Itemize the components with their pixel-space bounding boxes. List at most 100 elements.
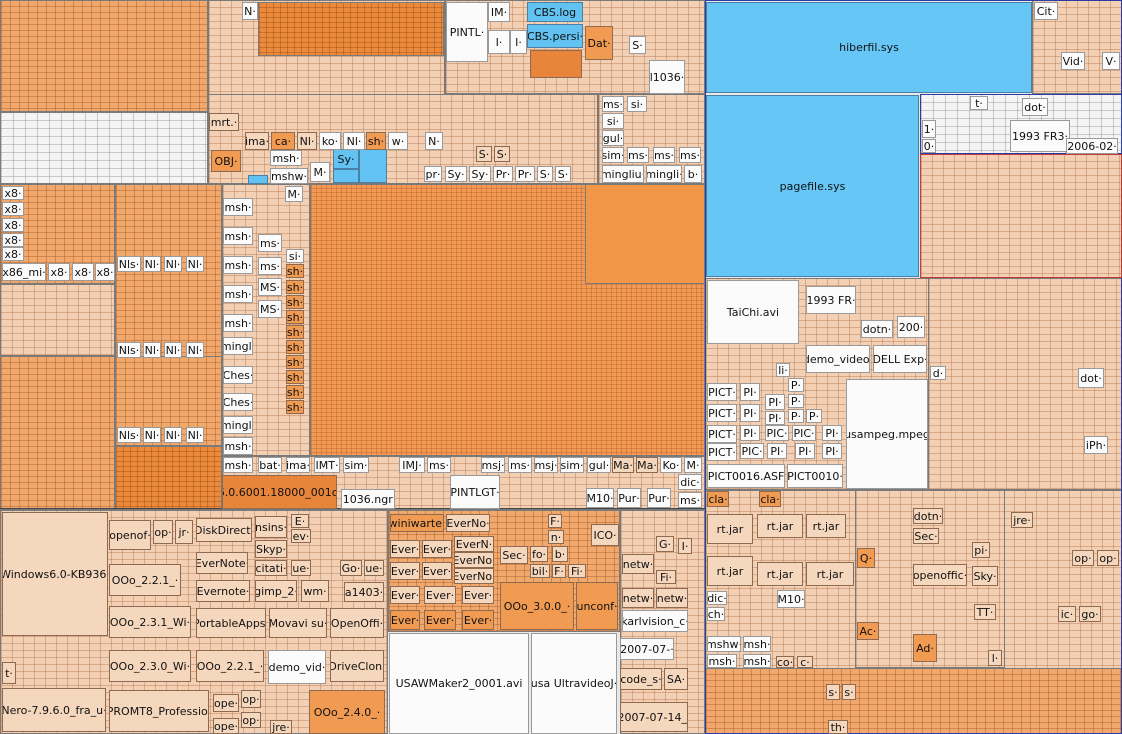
file-l1036[interactable]: l1036· — [649, 60, 685, 94]
file-m3[interactable]: M· — [684, 457, 702, 473]
file-sec1[interactable]: Sec· — [500, 546, 528, 564]
file-sh2[interactable]: sh· — [286, 264, 304, 278]
folder-block-java-low[interactable] — [705, 668, 1122, 734]
file-openof1[interactable]: openof· — [109, 520, 151, 550]
file-ooo221a[interactable]: OOo_2.2.1_· — [109, 564, 181, 596]
file-i3[interactable]: I· — [678, 538, 692, 554]
file-ooo240[interactable]: OOo_2.4.0_· — [309, 690, 385, 734]
file-m10a[interactable]: M10· — [586, 488, 614, 508]
file-blue-small-2[interactable] — [333, 169, 359, 183]
file-dat[interactable]: Dat· — [585, 26, 613, 60]
file-2007-07-14[interactable]: 2007-07-14_· — [620, 702, 688, 732]
file-ever1[interactable]: Ever· — [390, 540, 420, 558]
file-si1[interactable]: si· — [627, 96, 647, 112]
file-gul2[interactable]: gul· — [587, 457, 611, 473]
file-blue-small-1[interactable] — [359, 149, 387, 183]
file-vid[interactable]: Vid· — [1061, 52, 1085, 70]
file-go2[interactable]: go· — [1079, 606, 1101, 622]
file-sky[interactable]: Sky· — [972, 566, 998, 586]
file-f2[interactable]: F· — [552, 564, 566, 578]
file-msh6[interactable]: msh· — [223, 314, 253, 332]
file-msh9[interactable]: msh· — [743, 636, 771, 652]
file-pr1[interactable]: pr· — [424, 166, 442, 182]
file-winiwarte[interactable]: winiwarte· — [390, 514, 444, 532]
file-nl6[interactable]: Nl· — [143, 342, 161, 358]
file-pi8[interactable]: PI· — [795, 443, 815, 459]
file-dell-exp[interactable]: DELL Exp· — [873, 345, 927, 373]
file-op2[interactable]: op· — [241, 690, 261, 708]
file-msh3[interactable]: msh· — [223, 227, 253, 245]
file-movavi[interactable]: Movavi su· — [269, 608, 327, 638]
file-b1[interactable]: b· — [684, 165, 702, 183]
file-netw1[interactable]: netw· — [622, 554, 654, 574]
file-sh4[interactable]: sh· — [286, 295, 304, 309]
file-ms5[interactable]: ms· — [258, 234, 282, 252]
folder-block-white-left[interactable] — [0, 112, 208, 184]
file-x8g[interactable]: x8· — [72, 263, 94, 281]
file-everno3[interactable]: EverNo· — [454, 568, 494, 584]
file-driveclon[interactable]: DriveClon· — [330, 650, 384, 682]
file-ooo231[interactable]: OOo_2.3.1_Wi· — [109, 606, 191, 638]
file-sh8[interactable]: sh· — [286, 355, 304, 369]
file-x8a[interactable]: x8· — [2, 186, 24, 200]
file-x8b[interactable]: x8· — [2, 202, 24, 216]
file-mshw2[interactable]: mshw· — [707, 636, 741, 652]
file-go1[interactable]: Go· — [340, 560, 362, 576]
file-jre2[interactable]: jre· — [1011, 512, 1033, 528]
file-si3[interactable]: si· — [286, 249, 304, 263]
file-v[interactable]: V· — [1102, 52, 1120, 70]
file-one[interactable]: 1· — [922, 120, 936, 138]
file-pict3[interactable]: PICT· — [707, 425, 737, 443]
file-unconf[interactable]: unconf· — [576, 582, 618, 630]
file-ever6[interactable]: Ever· — [424, 586, 456, 604]
file-evernote1[interactable]: EverNote· — [196, 552, 248, 574]
file-gimp2[interactable]: gimp_2· — [255, 580, 297, 602]
file-x8f[interactable]: x8· — [48, 263, 70, 281]
file-pict0016[interactable]: PICT0016.ASF — [707, 464, 785, 488]
file-jr1[interactable]: jr· — [175, 520, 193, 544]
file-ever10[interactable]: Ever· — [462, 610, 494, 630]
folder-block-top-dark[interactable] — [258, 2, 444, 56]
file-nl2[interactable]: Nl· — [343, 132, 365, 150]
folder-block-left-mid[interactable] — [0, 284, 115, 356]
file-dotn2[interactable]: dotn· — [913, 508, 943, 524]
file-ms8[interactable]: MS· — [258, 300, 282, 318]
file-op3[interactable]: op· — [241, 712, 261, 728]
file-gul[interactable]: gul· — [602, 130, 624, 146]
file-ico[interactable]: ICO· — [591, 524, 619, 546]
file-ope1[interactable]: ope· — [213, 694, 239, 712]
file-pi10[interactable]: pi· — [972, 542, 990, 558]
file-p3[interactable]: P· — [788, 409, 804, 423]
file-version-6001[interactable]: 6.0.6001.18000_001c· — [222, 475, 337, 509]
file-x8c[interactable]: x8· — [2, 218, 24, 232]
file-sim3[interactable]: sim· — [560, 457, 584, 473]
file-ms3[interactable]: ms· — [653, 147, 675, 163]
file-ever8[interactable]: Ever· — [390, 610, 420, 630]
file-ima[interactable]: ima· — [245, 132, 269, 150]
file-ever7[interactable]: Ever· — [462, 586, 494, 604]
file-dic1[interactable]: dic· — [678, 474, 702, 490]
file-s3[interactable]: S· — [537, 166, 553, 182]
file-i2[interactable]: I· — [510, 30, 527, 54]
file-code-s[interactable]: code_s· — [620, 668, 662, 690]
file-1993-fr[interactable]: 1993 FR· — [806, 286, 856, 314]
file-pi2[interactable]: PI· — [765, 394, 785, 410]
file-pi3[interactable]: PI· — [740, 404, 760, 422]
file-th[interactable]: th· — [828, 720, 848, 734]
file-x8h[interactable]: x8· — [95, 263, 115, 281]
file-ko[interactable]: ko· — [319, 132, 341, 150]
file-ma1[interactable]: Ma· — [612, 457, 634, 473]
file-p2[interactable]: P· — [788, 394, 804, 408]
file-x8e[interactable]: x8· — [2, 247, 24, 261]
file-mrt[interactable]: mrt.· — [209, 113, 239, 131]
file-msh10[interactable]: msh· — [707, 654, 737, 668]
file-ms7[interactable]: MS· — [258, 278, 282, 296]
file-msh1[interactable]: msh· — [270, 150, 302, 166]
file-nls2[interactable]: Nls· — [117, 342, 141, 358]
file-hiberfil[interactable]: hiberfil.sys — [706, 2, 1032, 93]
file-karlvision[interactable]: karlvision_c· — [622, 610, 688, 632]
file-pict2[interactable]: PICT· — [707, 404, 737, 422]
file-evernote2[interactable]: Evernote· — [196, 580, 250, 602]
file-nl10[interactable]: Nl· — [164, 427, 182, 443]
file-pict4[interactable]: PICT· — [707, 443, 737, 461]
